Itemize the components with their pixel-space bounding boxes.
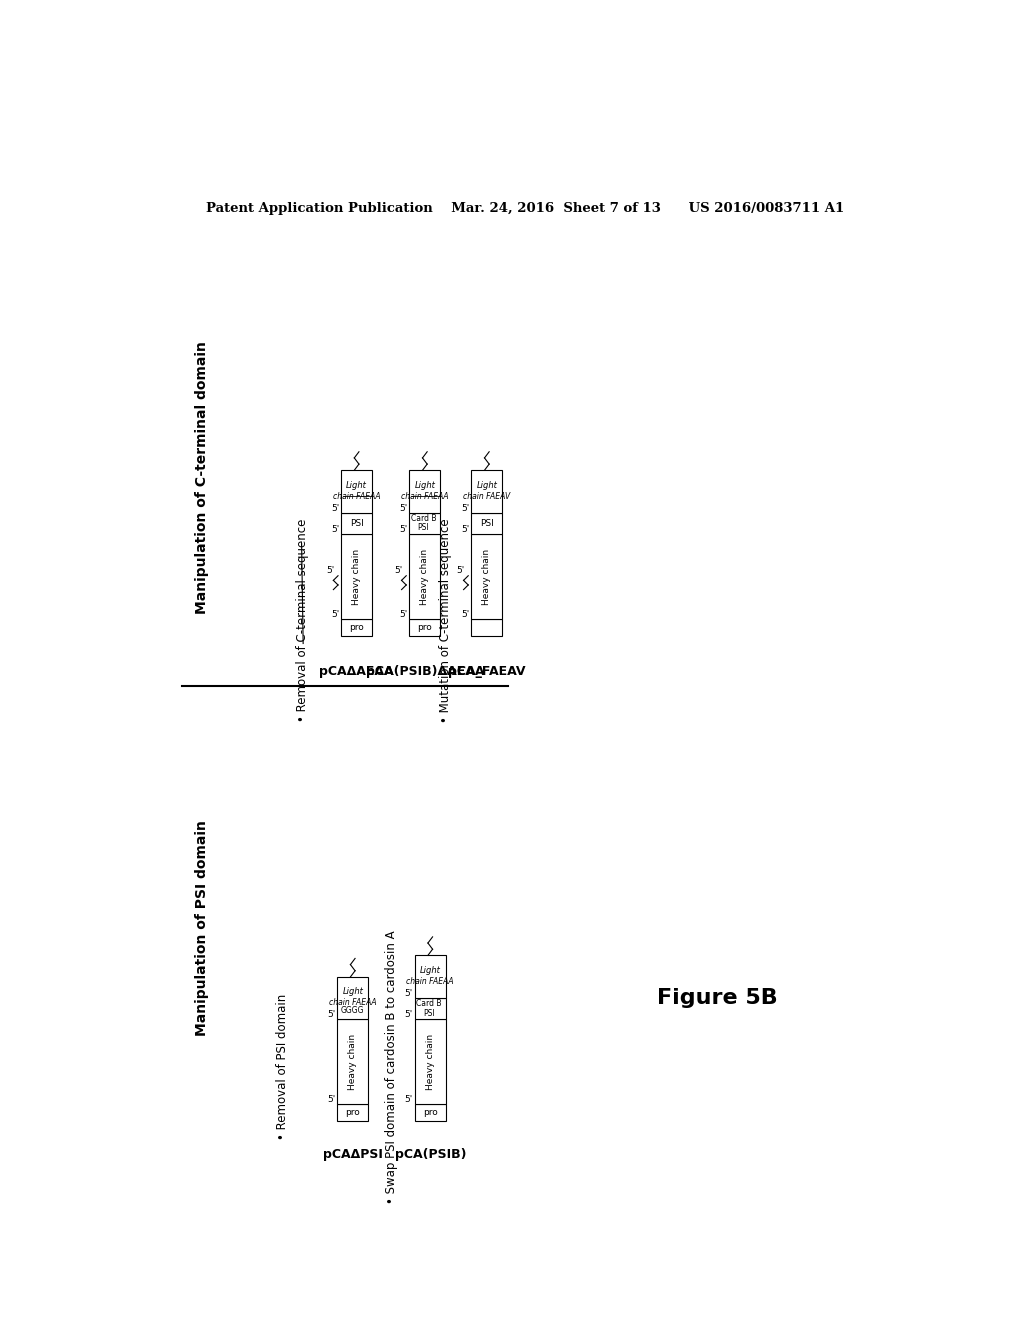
- Text: Patent Application Publication    Mar. 24, 2016  Sheet 7 of 13      US 2016/0083: Patent Application Publication Mar. 24, …: [206, 202, 844, 215]
- Text: PSI: PSI: [480, 519, 494, 528]
- Text: Heavy chain: Heavy chain: [420, 548, 429, 605]
- Bar: [410, 619, 440, 636]
- Bar: [471, 470, 503, 512]
- Text: Heavy chain: Heavy chain: [482, 548, 492, 605]
- Text: Manipulation of C-terminal domain: Manipulation of C-terminal domain: [195, 342, 209, 614]
- Text: 5': 5': [461, 610, 469, 619]
- Text: GGGG: GGGG: [341, 1006, 365, 1015]
- Text: Heavy chain: Heavy chain: [348, 1034, 357, 1090]
- Text: pCA(PSIB)ΔAEAA: pCA(PSIB)ΔAEAA: [366, 665, 484, 678]
- Text: 5': 5': [399, 525, 408, 535]
- Text: pCA_FAEAV: pCA_FAEAV: [449, 665, 525, 678]
- Text: 5': 5': [399, 504, 408, 512]
- Text: pCA(PSIB): pCA(PSIB): [394, 1148, 466, 1160]
- Text: Light: Light: [476, 480, 498, 490]
- Text: 5': 5': [404, 989, 413, 998]
- Text: Manipulation of PSI domain: Manipulation of PSI domain: [195, 821, 209, 1036]
- Text: 5': 5': [331, 504, 339, 512]
- Text: 5': 5': [461, 504, 469, 512]
- Text: PSI: PSI: [423, 1008, 434, 1018]
- Text: 5': 5': [327, 566, 335, 574]
- Text: Card B: Card B: [411, 515, 436, 523]
- Text: chain FAEAA: chain FAEAA: [333, 491, 381, 500]
- Text: Heavy chain: Heavy chain: [426, 1034, 435, 1090]
- Text: Light: Light: [342, 987, 364, 997]
- Text: chain FAEAA: chain FAEAA: [407, 977, 454, 986]
- Text: PSI: PSI: [418, 524, 429, 532]
- Bar: [337, 977, 369, 1019]
- Text: pCAΔPSI: pCAΔPSI: [323, 1148, 383, 1160]
- Text: chain FAEAV: chain FAEAV: [463, 491, 510, 500]
- Text: Light: Light: [415, 480, 435, 490]
- Text: • Removal of PSI domain: • Removal of PSI domain: [276, 994, 290, 1140]
- Text: 5': 5': [327, 1010, 335, 1019]
- Bar: [341, 470, 372, 512]
- Text: 5': 5': [394, 566, 402, 574]
- Bar: [415, 956, 445, 998]
- Text: 5': 5': [331, 525, 339, 535]
- Text: Light: Light: [420, 966, 440, 975]
- Text: 5': 5': [404, 1096, 413, 1104]
- Text: pro: pro: [349, 623, 364, 632]
- Text: 5': 5': [461, 525, 469, 535]
- Text: pro: pro: [423, 1107, 437, 1117]
- Text: • Mutation of C-terminal sequence: • Mutation of C-terminal sequence: [439, 517, 453, 723]
- Text: 5': 5': [399, 610, 408, 619]
- Bar: [415, 1019, 445, 1104]
- Bar: [415, 1104, 445, 1121]
- Bar: [410, 470, 440, 512]
- Text: Heavy chain: Heavy chain: [352, 548, 361, 605]
- Text: 5': 5': [327, 1096, 335, 1104]
- Bar: [410, 535, 440, 619]
- Bar: [415, 998, 445, 1019]
- Text: 5': 5': [331, 610, 339, 619]
- Bar: [410, 512, 440, 535]
- Text: Card B: Card B: [416, 999, 441, 1008]
- Bar: [337, 1104, 369, 1121]
- Text: • Swap PSI domain of cardosin B to cardosin A: • Swap PSI domain of cardosin B to cardo…: [385, 931, 398, 1204]
- Text: chain FAEAA: chain FAEAA: [401, 491, 449, 500]
- Text: pro: pro: [418, 623, 432, 632]
- Bar: [471, 535, 503, 619]
- Bar: [471, 512, 503, 535]
- Text: PSI: PSI: [350, 519, 364, 528]
- Bar: [471, 619, 503, 636]
- Text: chain FAEAA: chain FAEAA: [329, 998, 377, 1007]
- Text: • Removal of C-terminal sequence: • Removal of C-terminal sequence: [296, 519, 309, 722]
- Text: 5': 5': [457, 566, 465, 574]
- Bar: [341, 512, 372, 535]
- Text: pro: pro: [345, 1107, 360, 1117]
- Bar: [341, 535, 372, 619]
- Text: 5': 5': [404, 1010, 413, 1019]
- Bar: [337, 1019, 369, 1104]
- Text: Figure 5B: Figure 5B: [656, 987, 777, 1007]
- Text: pCAΔAEAA: pCAΔAEAA: [319, 665, 394, 678]
- Bar: [341, 619, 372, 636]
- Text: Light: Light: [346, 480, 367, 490]
